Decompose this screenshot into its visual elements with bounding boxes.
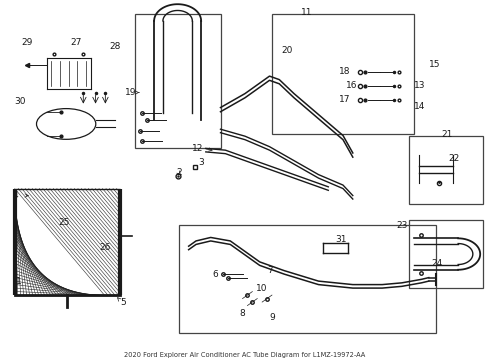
Text: 4: 4: [13, 191, 19, 200]
Text: 6: 6: [212, 270, 218, 279]
Text: 18: 18: [339, 67, 350, 76]
Text: 24: 24: [432, 259, 442, 268]
Bar: [409, 220, 483, 288]
Text: 25: 25: [58, 218, 70, 227]
Text: 11: 11: [300, 8, 312, 17]
Bar: [272, 14, 414, 134]
Bar: [15, 189, 120, 295]
Text: 17: 17: [339, 95, 350, 104]
Bar: [179, 225, 436, 333]
Text: 27: 27: [70, 38, 82, 47]
Text: 8: 8: [240, 309, 245, 318]
Bar: [409, 136, 483, 204]
Text: 31: 31: [335, 235, 346, 244]
Text: 29: 29: [21, 38, 33, 47]
Text: 10: 10: [256, 284, 268, 293]
Text: 1: 1: [16, 276, 22, 285]
Text: 26: 26: [99, 243, 111, 252]
Text: 15: 15: [429, 60, 440, 69]
Text: 13: 13: [414, 81, 425, 90]
Text: 22: 22: [448, 154, 460, 163]
Text: 28: 28: [109, 42, 121, 51]
Text: 3: 3: [198, 158, 204, 167]
Text: 2: 2: [176, 168, 182, 177]
Text: 16: 16: [346, 81, 358, 90]
Text: 14: 14: [414, 102, 425, 111]
Text: 19: 19: [125, 88, 136, 97]
Bar: [135, 14, 220, 148]
Text: 9: 9: [269, 312, 275, 321]
Text: 5: 5: [120, 298, 126, 307]
Text: 20: 20: [282, 46, 293, 55]
Text: 21: 21: [441, 130, 453, 139]
Text: 12: 12: [192, 144, 203, 153]
Text: 23: 23: [396, 221, 408, 230]
Text: 7: 7: [267, 266, 273, 275]
Text: 2020 Ford Explorer Air Conditioner AC Tube Diagram for L1MZ-19972-AA: 2020 Ford Explorer Air Conditioner AC Tu…: [124, 352, 366, 358]
Text: 30: 30: [14, 97, 25, 106]
